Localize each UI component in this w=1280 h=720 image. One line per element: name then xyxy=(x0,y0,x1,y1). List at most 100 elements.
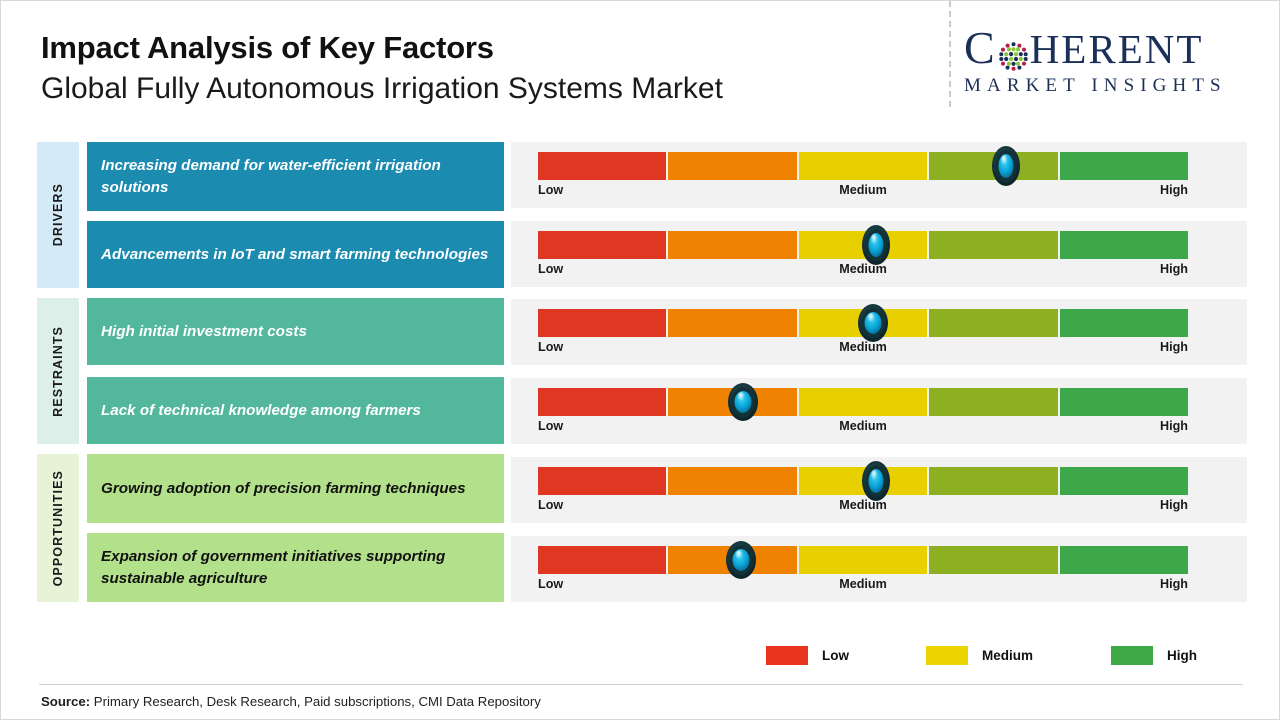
gauge-segment-medium xyxy=(798,309,928,337)
category-label-text: RESTRAINTS xyxy=(51,325,65,417)
category-label-drivers: DRIVERS xyxy=(37,142,79,288)
gauge-panel: Low Medium High xyxy=(511,142,1247,208)
logo-wordmark: C xyxy=(964,22,1264,73)
gauge-segment-low xyxy=(538,467,667,495)
gauge-bar xyxy=(538,231,1189,259)
factor-box[interactable]: Expansion of government initiatives supp… xyxy=(87,533,504,602)
legend-item-high: High xyxy=(1111,646,1197,665)
scale-label-low: Low xyxy=(538,183,564,197)
logo-letters-herent: HERENT xyxy=(1029,26,1204,72)
gauge-panel: Low Medium High xyxy=(511,299,1247,365)
header-dashed-divider xyxy=(949,1,951,107)
gauge-segment-medium xyxy=(798,231,928,259)
scale-label-medium: Medium xyxy=(839,419,887,433)
gauge-segment-high xyxy=(1059,467,1189,495)
gauge-scale: Low Medium High xyxy=(538,419,1188,439)
legend-swatch-high xyxy=(1111,646,1153,665)
gauge-segment-low-medium xyxy=(668,309,797,337)
factor-box[interactable]: Advancements in IoT and smart farming te… xyxy=(87,221,504,288)
gauge-bar xyxy=(538,152,1189,180)
legend-label: Low xyxy=(822,648,849,663)
gauge-segment-low-medium xyxy=(668,388,797,416)
legend-label: Medium xyxy=(982,648,1034,663)
scale-label-high: High xyxy=(1160,340,1188,354)
category-label-text: OPPORTUNITIES xyxy=(51,469,65,587)
gauge-scale: Low Medium High xyxy=(538,183,1188,203)
logo-letter-c: C xyxy=(964,22,997,73)
factor-label: Expansion of government initiatives supp… xyxy=(101,547,446,587)
category-label-restraints: RESTRAINTS xyxy=(37,298,79,444)
gauge-segment-medium-high xyxy=(929,231,1058,259)
gauge-segment-medium xyxy=(798,152,928,180)
source-text: Primary Research, Desk Research, Paid su… xyxy=(90,694,541,709)
gauge-segment-low xyxy=(538,152,667,180)
category-label-text: DRIVERS xyxy=(51,183,65,247)
scale-label-medium: Medium xyxy=(839,262,887,276)
factor-label: Growing adoption of precision farming te… xyxy=(101,479,466,497)
gauge-bar xyxy=(538,388,1189,416)
header: Impact Analysis of Key Factors Global Fu… xyxy=(1,1,1280,133)
factor-box[interactable]: Increasing demand for water-efficient ir… xyxy=(87,142,504,211)
page-title: Impact Analysis of Key Factors xyxy=(41,30,494,65)
factor-box[interactable]: Lack of technical knowledge among farmer… xyxy=(87,377,504,444)
gauge-segment-high xyxy=(1059,231,1189,259)
gauge-segment-low xyxy=(538,546,667,574)
gauge-bar xyxy=(538,467,1189,495)
scale-label-low: Low xyxy=(538,419,564,433)
scale-label-high: High xyxy=(1160,183,1188,197)
gauge-segment-medium-high xyxy=(929,152,1058,180)
legend-swatch-low xyxy=(766,646,808,665)
impact-matrix: DRIVERS RESTRAINTS OPPORTUNITIES Increas… xyxy=(1,142,1280,612)
gauge-bar xyxy=(538,309,1189,337)
page-subtitle: Global Fully Autonomous Irrigation Syste… xyxy=(41,71,723,105)
title-block: Impact Analysis of Key Factors Global Fu… xyxy=(41,30,723,106)
gauge-segment-high xyxy=(1059,388,1189,416)
scale-label-high: High xyxy=(1160,498,1188,512)
gauge-segment-medium xyxy=(798,467,928,495)
gauge-segment-low-medium xyxy=(668,467,797,495)
gauge-scale: Low Medium High xyxy=(538,577,1188,597)
gauge-segment-medium xyxy=(798,388,928,416)
gauge-scale: Low Medium High xyxy=(538,262,1188,282)
category-label-opportunities: OPPORTUNITIES xyxy=(37,454,79,602)
scale-label-medium: Medium xyxy=(839,340,887,354)
scale-label-high: High xyxy=(1160,577,1188,591)
gauge-panel: Low Medium High xyxy=(511,457,1247,523)
scale-label-high: High xyxy=(1160,419,1188,433)
gauge-panel: Low Medium High xyxy=(511,221,1247,287)
legend-label: High xyxy=(1167,648,1197,663)
legend-item-low: Low xyxy=(766,646,849,665)
factor-box[interactable]: Growing adoption of precision farming te… xyxy=(87,454,504,523)
gauge-scale: Low Medium High xyxy=(538,498,1188,518)
scale-label-medium: Medium xyxy=(839,498,887,512)
factor-box[interactable]: High initial investment costs xyxy=(87,298,504,365)
gauge-segment-low xyxy=(538,309,667,337)
logo-tagline: MARKET INSIGHTS xyxy=(964,75,1227,96)
gauge-segment-medium-high xyxy=(929,546,1058,574)
gauge-segment-high xyxy=(1059,546,1189,574)
legend-item-medium: Medium xyxy=(926,646,1033,665)
footer-divider xyxy=(39,684,1243,685)
factor-label: Increasing demand for water-efficient ir… xyxy=(101,156,441,196)
scale-label-high: High xyxy=(1160,262,1188,276)
gauge-segment-low xyxy=(538,388,667,416)
scale-label-low: Low xyxy=(538,262,564,276)
globe-icon xyxy=(998,41,1029,72)
gauge-segment-medium-high xyxy=(929,388,1058,416)
scale-label-low: Low xyxy=(538,498,564,512)
source-label: Source: xyxy=(41,694,91,709)
gauge-bar xyxy=(538,546,1189,574)
gauge-panel: Low Medium High xyxy=(511,536,1247,602)
gauge-segment-medium-high xyxy=(929,309,1058,337)
gauge-scale: Low Medium High xyxy=(538,340,1188,360)
scale-label-low: Low xyxy=(538,340,564,354)
gauge-segment-medium xyxy=(798,546,928,574)
scale-label-low: Low xyxy=(538,577,564,591)
gauge-segment-low-medium xyxy=(668,152,797,180)
factor-label: High initial investment costs xyxy=(101,322,307,340)
gauge-segment-high xyxy=(1059,309,1189,337)
legend: Low Medium High xyxy=(766,646,1226,670)
gauge-segment-high xyxy=(1059,152,1189,180)
coherent-market-insights-logo: C xyxy=(964,25,1264,105)
